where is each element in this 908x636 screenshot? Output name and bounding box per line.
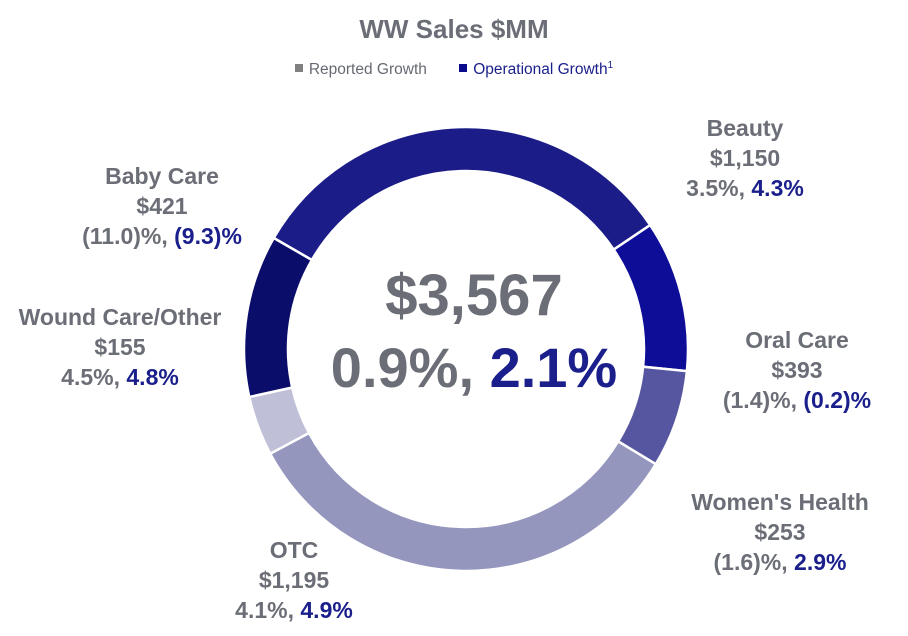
label-otc-value: $1,195 <box>258 567 330 593</box>
legend-label-operational: Operational Growth <box>473 61 608 79</box>
label-baby-care-name: Baby Care <box>105 163 219 189</box>
label-oral-care-name: Oral Care <box>745 327 849 353</box>
label-beauty-value: $1,150 <box>709 145 781 171</box>
label-beauty-name: Beauty <box>706 115 784 141</box>
label-womens-health-name: Women's Health <box>691 489 869 515</box>
donut-slice-beauty <box>272 125 652 262</box>
legend-item-operational: Operational Growth1 <box>459 60 613 79</box>
label-wound-care-value: $155 <box>94 334 146 360</box>
label-oral-care-operational: (0.2)% <box>803 387 872 413</box>
legend-item-reported: Reported Growth <box>294 61 427 79</box>
label-beauty-reported: 3.5%, <box>686 175 745 201</box>
label-womens-health-reported: (1.6)%, <box>713 549 788 575</box>
label-wound-care-operational: 4.8% <box>126 364 179 390</box>
label-beauty: Beauty $1,150 3.5%, 4.3% <box>686 113 804 203</box>
legend: Reported Growth Operational Growth1 <box>0 60 908 79</box>
legend-label-reported: Reported Growth <box>308 61 427 79</box>
label-womens-health-operational: 2.9% <box>794 549 847 575</box>
label-otc-name: OTC <box>269 537 319 563</box>
label-otc: OTC $1,195 4.1%, 4.9% <box>235 535 353 625</box>
label-oral-care-reported: (1.4)%, <box>722 387 797 413</box>
label-wound-care: Wound Care/Other $155 4.5%, 4.8% <box>19 302 222 392</box>
center-growth: 0.9%, 2.1% <box>294 335 654 400</box>
donut-slice-baby-care <box>242 236 314 399</box>
label-womens-health: Women's Health $253 (1.6)%, 2.9% <box>691 487 869 577</box>
legend-footnote-marker: 1 <box>607 60 614 71</box>
center-operational-growth: 2.1% <box>489 336 618 399</box>
legend-swatch-operational <box>459 64 468 73</box>
label-baby-care-reported: (11.0)%, <box>82 223 168 249</box>
center-reported-growth: 0.9%, <box>330 336 474 399</box>
center-total: $3,567 <box>385 263 563 328</box>
label-oral-care: Oral Care $393 (1.4)%, (0.2)% <box>723 325 871 415</box>
label-wound-care-reported: 4.5%, <box>61 364 120 390</box>
label-oral-care-value: $393 <box>771 357 823 383</box>
legend-swatch-reported <box>294 64 303 73</box>
label-baby-care-operational: (9.3)% <box>174 223 242 249</box>
label-womens-health-value: $253 <box>754 519 806 545</box>
label-beauty-operational: 4.3% <box>751 175 804 201</box>
label-wound-care-name: Wound Care/Other <box>18 304 222 330</box>
label-baby-care: Baby Care $421 (11.0)%, (9.3)% <box>82 161 242 251</box>
label-baby-care-value: $421 <box>136 193 188 219</box>
label-otc-operational: 4.9% <box>300 597 353 623</box>
chart-title: WW Sales $MM <box>359 14 549 44</box>
label-otc-reported: 4.1%, <box>235 597 294 623</box>
